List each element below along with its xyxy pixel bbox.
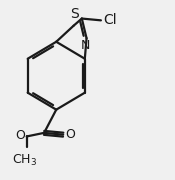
Text: S: S [70, 7, 79, 21]
Text: O: O [15, 129, 25, 142]
Text: N: N [81, 39, 90, 52]
Text: CH$_3$: CH$_3$ [12, 152, 38, 168]
Text: Cl: Cl [104, 13, 117, 27]
Text: O: O [65, 128, 75, 141]
